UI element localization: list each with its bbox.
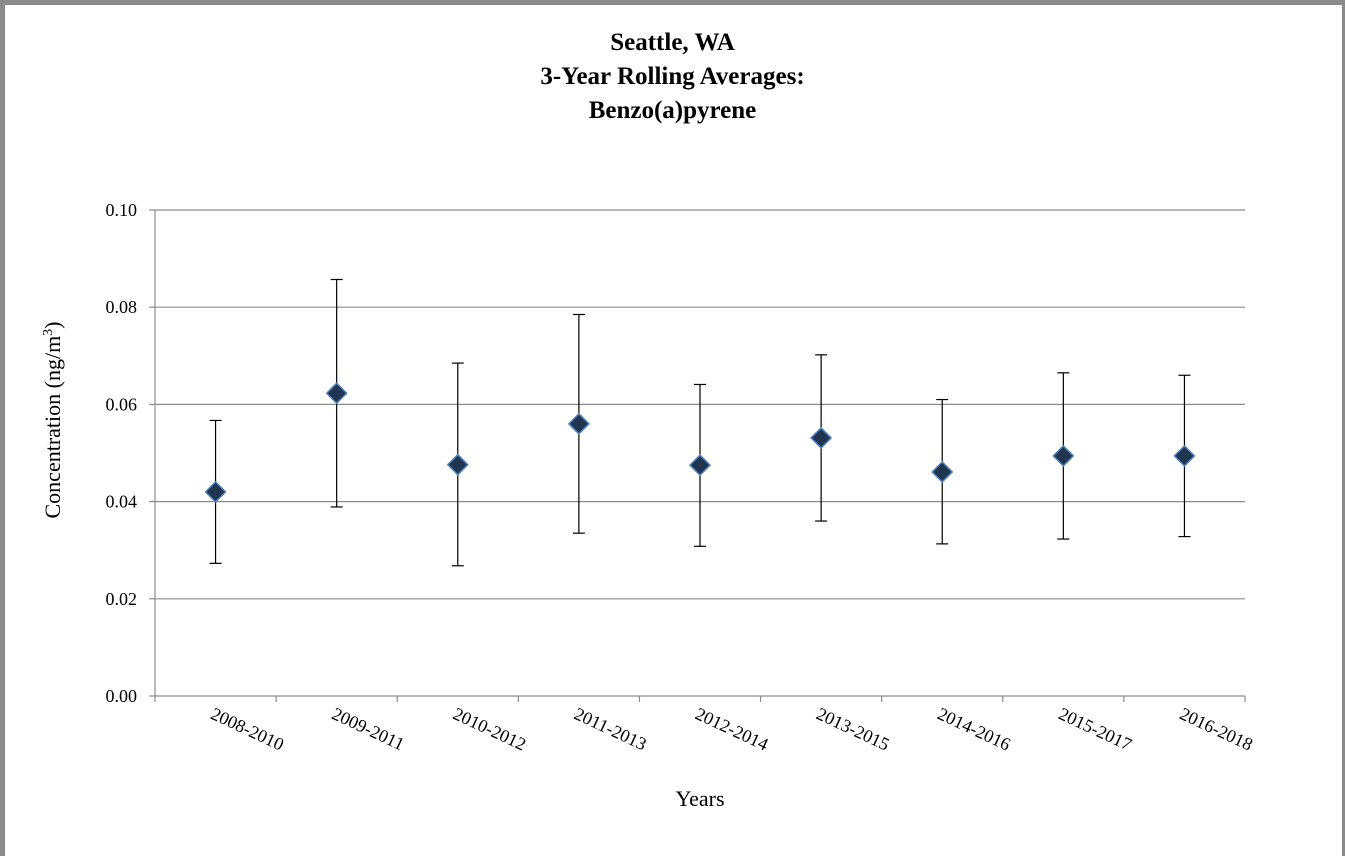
data-point [688, 454, 712, 477]
y-axis-title: Concentration (ng/m3) [40, 321, 65, 518]
y-tick-label: 0.00 [106, 686, 138, 706]
chart-title-line-1: Seattle, WA [610, 29, 735, 56]
x-tick-label: 2011-2013 [571, 703, 650, 754]
x-tick-label: 2009-2011 [329, 703, 408, 754]
data-point [567, 412, 590, 435]
x-tick-label: 2016-2018 [1177, 703, 1256, 754]
x-tick-label: 2013-2015 [813, 703, 892, 754]
y-axis-title-superscript: 3 [41, 329, 56, 336]
data-points [204, 382, 1196, 503]
chart-title-line-2: 3-Year Rolling Averages: [540, 63, 805, 90]
data-point [1052, 444, 1075, 467]
y-tick-label: 0.06 [106, 394, 138, 414]
y-tick-label: 0.10 [106, 200, 138, 220]
data-point [1173, 444, 1196, 467]
x-tick-labels: 2008-2010 2009-2011 2010-2012 2011-2013 2012… [208, 703, 1256, 754]
data-point [446, 453, 469, 476]
y-tick-label: 0.02 [106, 589, 138, 609]
y-axis-title-main: Concentration (ng/m [40, 336, 65, 519]
data-point [931, 460, 954, 484]
y-axis-title-end: ) [40, 321, 65, 328]
y-tick-label: 0.08 [106, 297, 138, 317]
data-point [325, 382, 348, 405]
x-axis-title: Years [675, 786, 724, 811]
x-tick-label: 2010-2012 [450, 703, 529, 754]
x-tick-label: 2015-2017 [1056, 703, 1135, 754]
y-tick-label: 0.04 [106, 492, 138, 512]
x-tick-label: 2012-2014 [692, 703, 771, 754]
chart-title-line-3: Benzo(a)pyrene [588, 97, 757, 124]
chart-title: Seattle, WA 3-Year Rolling Averages: Ben… [0, 26, 1345, 128]
data-point [204, 480, 227, 503]
y-tick-labels: 0.00 0.02 0.04 0.06 0.08 0.10 [106, 200, 138, 706]
error-bars [209, 278, 1191, 567]
data-point [810, 426, 833, 449]
x-tick-label: 2008-2010 [208, 703, 287, 754]
axes [149, 209, 1246, 702]
x-tick-label: 2014-2016 [935, 703, 1014, 754]
